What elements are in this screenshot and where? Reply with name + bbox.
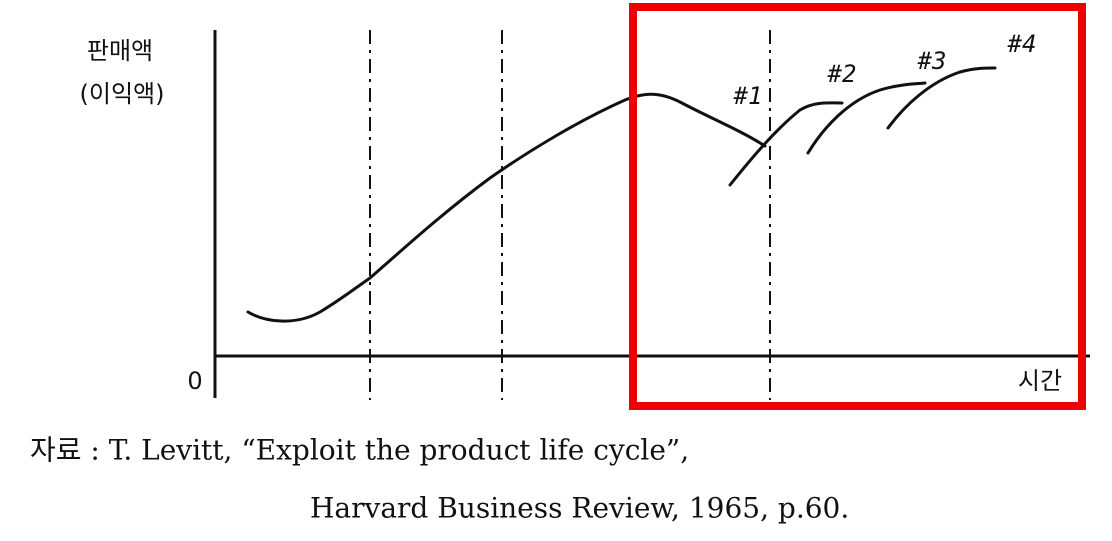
x-axis-label: 시간: [1018, 367, 1062, 395]
extension-curve: [728, 101, 844, 187]
y-axis-label: 판매액: [87, 37, 153, 65]
extension-curve: [806, 81, 927, 155]
curve-label: #1: [733, 82, 763, 110]
life-cycle-curve: [246, 92, 767, 323]
origin-label: 0: [187, 367, 202, 395]
curve-label: #3: [917, 47, 947, 75]
y-axis-label-sub: (이익액): [80, 80, 165, 108]
source-line: 자료 : T. Levitt, “Exploit the product lif…: [30, 434, 689, 467]
source-line: Harvard Business Review, 1965, p.60.: [310, 492, 849, 525]
curve-label: #4: [1007, 30, 1037, 58]
extension-curve: [886, 66, 997, 130]
curve-label: #2: [827, 60, 857, 88]
highlight-box: [629, 3, 1086, 410]
